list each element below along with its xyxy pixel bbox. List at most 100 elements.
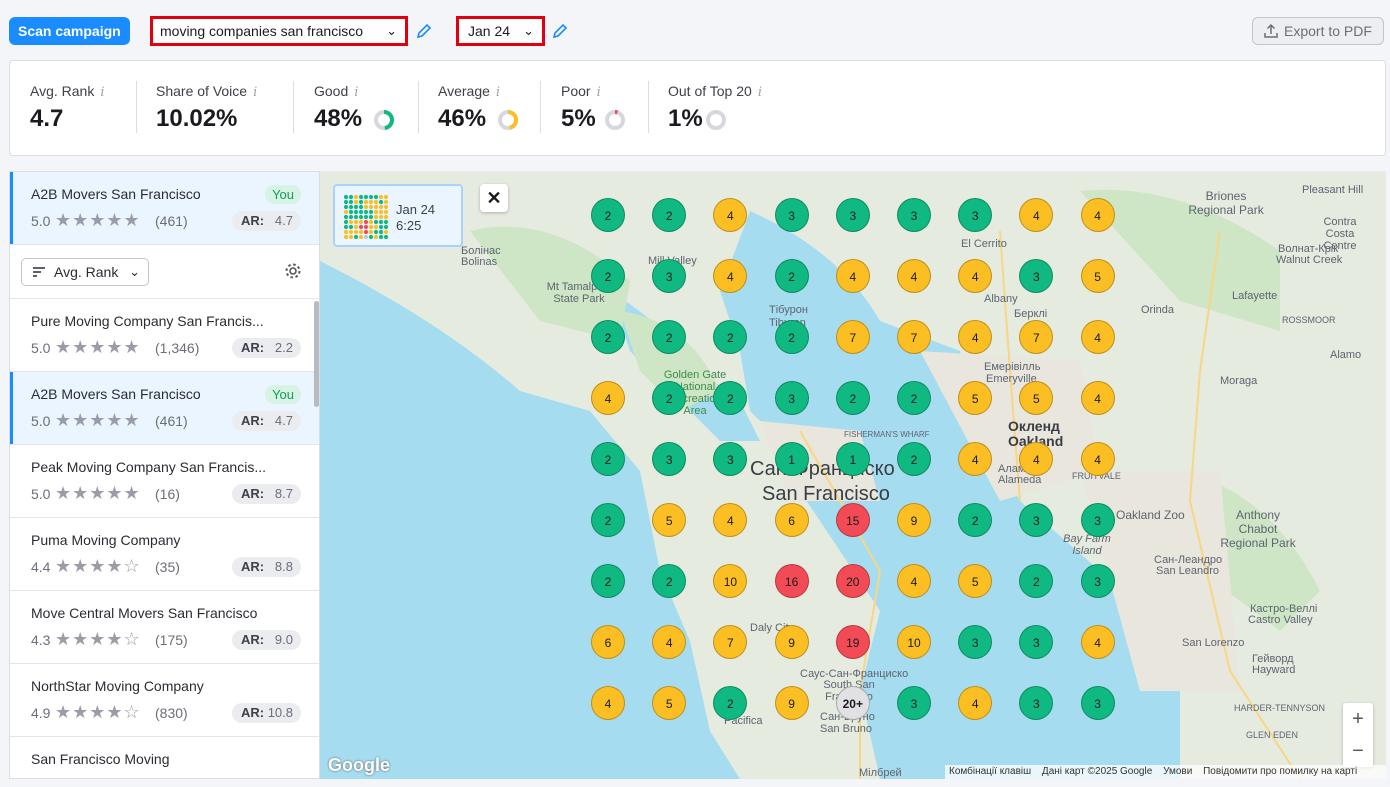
- rank-pin[interactable]: 2: [591, 259, 625, 293]
- info-icon[interactable]: i: [354, 85, 359, 100]
- rank-pin[interactable]: 3: [713, 442, 748, 476]
- rank-pin[interactable]: 4: [652, 625, 687, 659]
- rank-pin[interactable]: 2: [774, 259, 809, 293]
- rank-pin[interactable]: 3: [652, 259, 687, 293]
- gear-icon[interactable]: [284, 262, 302, 280]
- keyboard-shortcuts-link[interactable]: Комбінації клавіш: [949, 766, 1032, 777]
- list-item[interactable]: Puma Moving Company 4.4 ★★★★☆ (35) AR: 8.8: [10, 518, 319, 591]
- rank-pin[interactable]: 4: [713, 259, 748, 293]
- rank-pin[interactable]: 10: [897, 625, 931, 659]
- rank-pin[interactable]: 4: [1080, 198, 1115, 232]
- rank-pin[interactable]: 7: [835, 320, 870, 354]
- rank-pin[interactable]: 2: [591, 442, 625, 476]
- info-icon[interactable]: i: [100, 85, 105, 100]
- rank-pin[interactable]: 4: [591, 686, 625, 720]
- export-pdf-button[interactable]: Export to PDF: [1252, 17, 1384, 45]
- pinned-business[interactable]: A2B Movers San Francisco 5.0 ★★★★★ (461)…: [10, 172, 319, 245]
- rank-pin[interactable]: 1: [835, 442, 870, 476]
- rank-pin[interactable]: 2: [591, 564, 625, 598]
- rank-pin[interactable]: 4: [897, 259, 931, 293]
- list-item[interactable]: Pure Moving Company San Francis... 5.0 ★★★…: [10, 299, 319, 372]
- rank-pin[interactable]: 2: [897, 442, 931, 476]
- rank-pin[interactable]: 4: [1080, 625, 1115, 659]
- rank-pin[interactable]: 3: [774, 198, 809, 232]
- rank-pin[interactable]: 4: [713, 503, 748, 537]
- list-item[interactable]: Move Central Movers San Francisco 4.3 ★★★★…: [10, 591, 319, 664]
- report-error-link[interactable]: Повідомити про помилку на карті: [1203, 766, 1358, 777]
- info-icon[interactable]: i: [495, 85, 501, 100]
- rank-pin[interactable]: 4: [1019, 442, 1054, 476]
- rank-pin[interactable]: 2: [774, 320, 809, 354]
- rank-pin[interactable]: 20: [835, 564, 870, 598]
- rank-pin[interactable]: 2: [652, 564, 687, 598]
- rank-pin[interactable]: 5: [652, 503, 687, 537]
- rank-pin[interactable]: 2: [591, 320, 625, 354]
- list-item[interactable]: A2B Movers San Francisco 5.0 ★★★★★ (461) You…: [10, 372, 319, 445]
- zoom-out-button[interactable]: −: [1352, 740, 1364, 762]
- close-icon[interactable]: ✕: [480, 184, 508, 212]
- rank-pin[interactable]: 7: [713, 625, 748, 659]
- rank-pin[interactable]: 2: [713, 320, 748, 354]
- rank-pin[interactable]: 9: [774, 686, 809, 720]
- rank-pin[interactable]: 3: [958, 198, 993, 232]
- rank-pin[interactable]: 3: [1019, 259, 1054, 293]
- rank-pin[interactable]: 6: [774, 503, 809, 537]
- info-icon[interactable]: i: [253, 85, 258, 100]
- rank-pin[interactable]: 4: [958, 686, 993, 720]
- rank-pin[interactable]: 4: [1080, 442, 1115, 476]
- rank-pin[interactable]: 4: [958, 442, 993, 476]
- date-select[interactable]: Jan 24 ⌄: [456, 16, 545, 46]
- rank-pin[interactable]: 20+: [835, 686, 870, 720]
- rank-pin[interactable]: 4: [1080, 320, 1115, 354]
- rank-pin[interactable]: 4: [713, 198, 748, 232]
- rank-pin[interactable]: 5: [1019, 381, 1054, 415]
- rank-pin[interactable]: 4: [591, 381, 625, 415]
- rank-pin[interactable]: 4: [958, 259, 993, 293]
- rank-pin[interactable]: 3: [958, 625, 993, 659]
- rank-pin[interactable]: 19: [835, 625, 870, 659]
- zoom-in-button[interactable]: +: [1352, 708, 1364, 730]
- terms-link[interactable]: Умови: [1163, 766, 1193, 777]
- rank-pin[interactable]: 7: [897, 320, 931, 354]
- rank-pin[interactable]: 5: [652, 686, 687, 720]
- scan-campaign-button[interactable]: Scan campaign: [9, 17, 130, 45]
- sort-dropdown[interactable]: Avg. Rank ⌄: [21, 258, 149, 286]
- rank-grid-map[interactable]: Сан-Франциско San Francisco Окленд Oakla…: [320, 171, 1386, 779]
- rank-pin[interactable]: 2: [713, 686, 748, 720]
- rank-pin[interactable]: 4: [958, 320, 993, 354]
- snapshot-card[interactable]: Jan 24 6:25: [333, 184, 463, 247]
- edit-date-icon[interactable]: [552, 23, 568, 39]
- rank-pin[interactable]: 3: [1080, 564, 1115, 598]
- rank-pin[interactable]: 2: [591, 503, 625, 537]
- rank-pin[interactable]: 3: [1019, 503, 1054, 537]
- info-icon[interactable]: i: [757, 85, 762, 100]
- rank-pin[interactable]: 15: [835, 503, 870, 537]
- rank-pin[interactable]: 2: [897, 381, 931, 415]
- rank-pin[interactable]: 2: [591, 198, 625, 232]
- rank-pin[interactable]: 3: [897, 686, 931, 720]
- rank-pin[interactable]: 2: [652, 381, 687, 415]
- rank-pin[interactable]: 3: [1080, 503, 1115, 537]
- rank-pin[interactable]: 4: [1019, 198, 1054, 232]
- rank-pin[interactable]: 3: [774, 381, 809, 415]
- rank-pin[interactable]: 16: [774, 564, 809, 598]
- rank-pin[interactable]: 2: [835, 381, 870, 415]
- rank-pin[interactable]: 3: [1019, 625, 1054, 659]
- rank-pin[interactable]: 3: [1019, 686, 1054, 720]
- rank-pin[interactable]: 5: [1080, 259, 1115, 293]
- rank-pin[interactable]: 9: [897, 503, 931, 537]
- rank-pin[interactable]: 3: [1080, 686, 1115, 720]
- rank-pin[interactable]: 9: [774, 625, 809, 659]
- rank-pin[interactable]: 2: [1019, 564, 1054, 598]
- rank-pin[interactable]: 2: [652, 320, 687, 354]
- scrollbar[interactable]: [314, 301, 319, 407]
- rank-pin[interactable]: 2: [713, 381, 748, 415]
- rank-pin[interactable]: 4: [897, 564, 931, 598]
- rank-pin[interactable]: 3: [835, 198, 870, 232]
- list-item[interactable]: Peak Moving Company San Francis... 5.0 ★★★…: [10, 445, 319, 518]
- rank-pin[interactable]: 2: [958, 503, 993, 537]
- rank-pin[interactable]: 5: [958, 564, 993, 598]
- rank-pin[interactable]: 4: [1080, 381, 1115, 415]
- info-icon[interactable]: i: [596, 85, 601, 100]
- rank-pin[interactable]: 10: [713, 564, 748, 598]
